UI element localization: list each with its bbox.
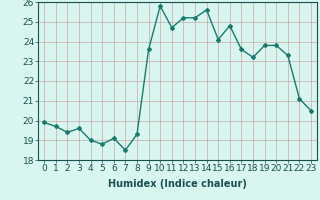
X-axis label: Humidex (Indice chaleur): Humidex (Indice chaleur)	[108, 179, 247, 189]
